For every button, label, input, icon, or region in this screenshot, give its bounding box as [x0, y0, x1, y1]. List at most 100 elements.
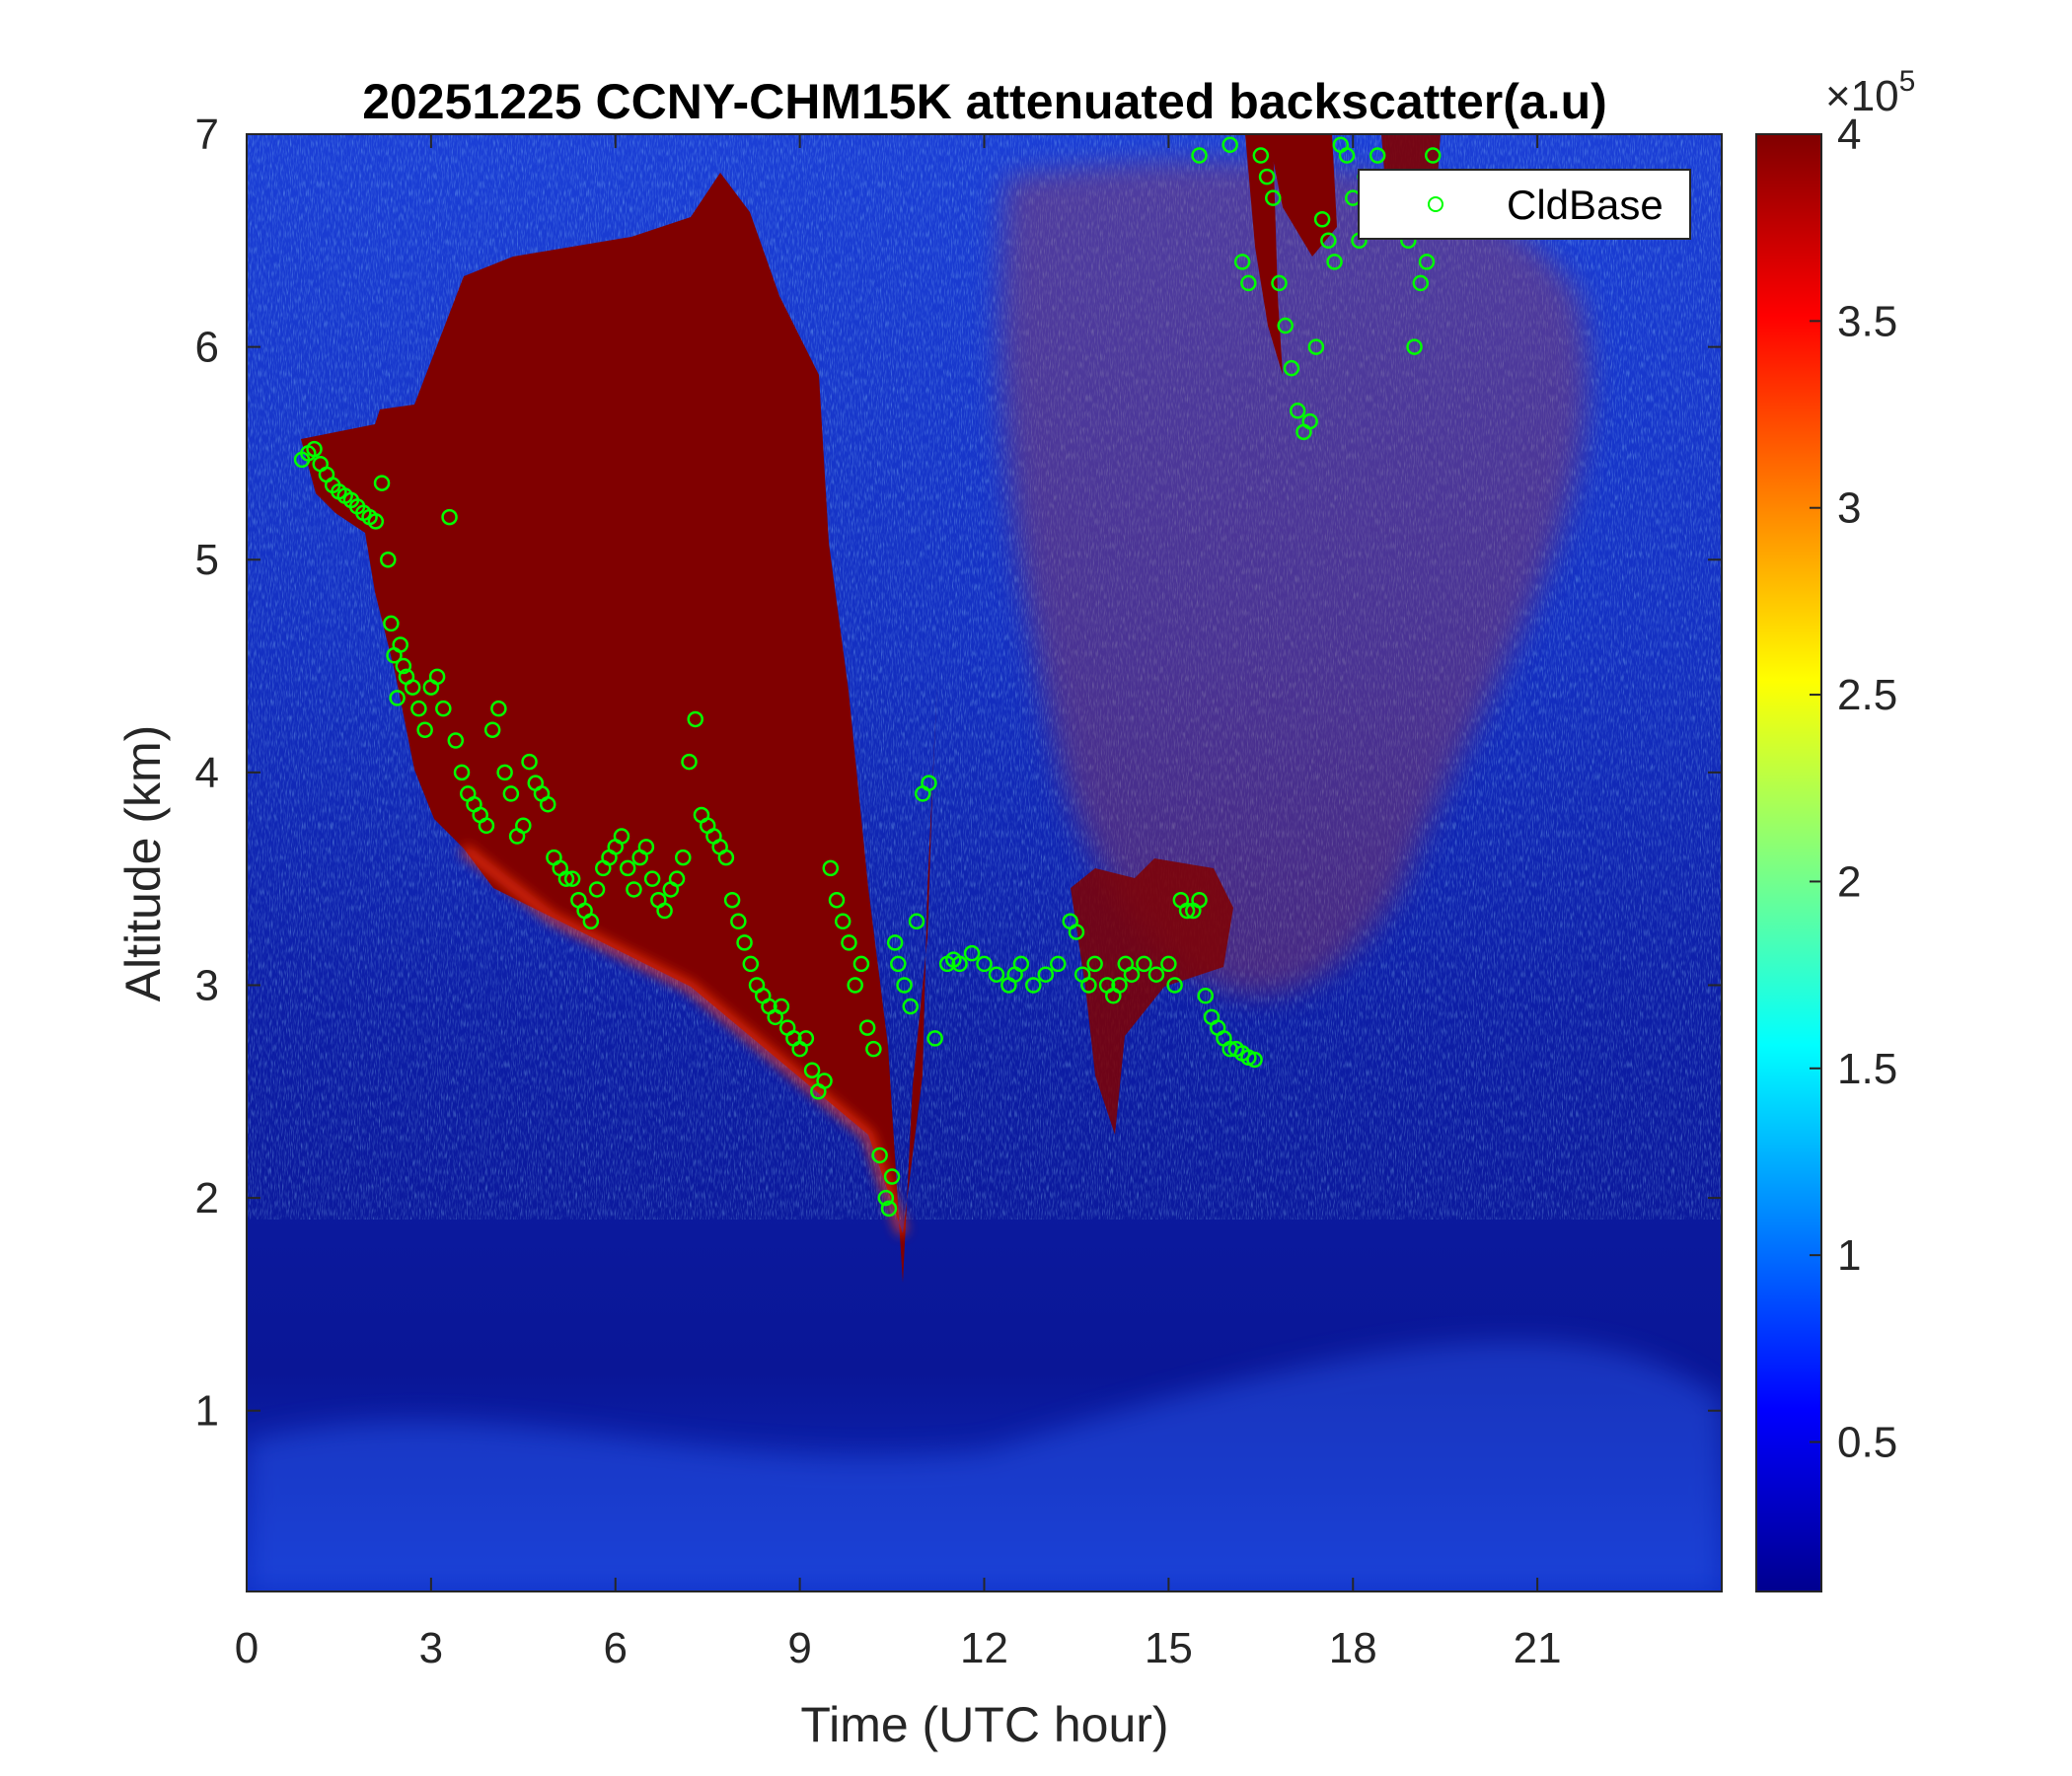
- cldbase-point: [1233, 254, 1251, 270]
- cldbase-point: [637, 839, 655, 855]
- cldbase-point: [1326, 254, 1343, 270]
- colorbar-gradient: [1756, 134, 1821, 1591]
- cldbase-point: [619, 859, 636, 877]
- boundary-layer: [247, 1341, 1722, 1591]
- cldbase-point: [416, 721, 433, 738]
- cldbase-point: [1307, 338, 1325, 355]
- cldbase-point: [588, 881, 606, 898]
- cldbase-point: [502, 785, 520, 802]
- x-tick-label: 9: [787, 1624, 811, 1672]
- cldbase-point: [723, 891, 741, 909]
- cldbase-point: [395, 657, 412, 675]
- cldbase-point: [404, 679, 421, 696]
- cldbase-point: [478, 817, 495, 835]
- cldbase-point: [803, 1062, 821, 1078]
- cldbase-point: [1258, 168, 1276, 185]
- cldbase-point: [367, 513, 385, 530]
- colorbar-multiplier: ×105: [1825, 65, 1915, 120]
- cldbase-point: [1271, 274, 1288, 292]
- y-tick-label: 2: [195, 1174, 219, 1222]
- colorbar: 0.5 1 1.5 2 2.5 3 3.5 4 ×105: [1755, 65, 1915, 1592]
- colorbar-tick-label: 2.5: [1837, 671, 1897, 719]
- cldbase-point: [380, 551, 397, 568]
- cldbase-point: [1301, 412, 1318, 430]
- cldbase-point: [613, 828, 630, 845]
- cldbase-point: [435, 700, 452, 717]
- cldbase-point: [736, 934, 753, 951]
- cldbase-point: [880, 1200, 898, 1218]
- cldbase-point: [1320, 232, 1337, 250]
- cldbase-point: [392, 636, 408, 653]
- cldbase-point: [1012, 955, 1030, 973]
- cldbase-point: [822, 859, 840, 877]
- cldbase-point: [883, 1168, 901, 1185]
- cldbase-point: [1418, 254, 1436, 270]
- cldbase-point: [1338, 147, 1356, 164]
- cldbase-point: [1369, 147, 1386, 164]
- x-tick-label: 6: [604, 1624, 628, 1672]
- cldbase-point: [563, 870, 581, 887]
- cldbase-point: [483, 721, 501, 738]
- cldbase-point: [865, 1040, 882, 1058]
- cldbase-point: [557, 870, 575, 887]
- cldbase-point: [582, 913, 600, 930]
- cldbase-point: [515, 817, 532, 835]
- cldbase-point: [1160, 955, 1177, 973]
- y-tick-label: 6: [195, 324, 219, 372]
- cldbase-point: [1424, 147, 1442, 164]
- cldbase-point: [1178, 902, 1196, 920]
- cldbase-point: [441, 508, 458, 526]
- cldbase-point: [1136, 955, 1152, 973]
- cldbase-point: [373, 475, 391, 491]
- x-axis-label: Time (UTC hour): [800, 1697, 1168, 1752]
- cldbase-point: [1191, 147, 1208, 164]
- cldbase-point: [1080, 977, 1097, 994]
- cldbase-point: [877, 1189, 895, 1207]
- y-tick-label: 1: [195, 1387, 219, 1436]
- cldbase-point: [896, 977, 913, 994]
- cldbase-point: [1221, 136, 1238, 154]
- x-tick-label: 3: [419, 1624, 443, 1672]
- cldbase-point: [951, 955, 968, 973]
- cldbase-point: [742, 955, 760, 973]
- cldbase-point: [1265, 189, 1282, 206]
- x-axis: 0 3 6 9 12 15 18 21: [235, 134, 1562, 1672]
- cldbase-point: [1406, 338, 1423, 355]
- cldbase-point: [1313, 210, 1331, 228]
- cldbase-point: [921, 775, 937, 791]
- colorbar-tick-label: 2: [1837, 857, 1861, 906]
- colorbar-tick-label: 1: [1837, 1231, 1861, 1280]
- cldbase-point: [834, 913, 851, 930]
- cldbase-point: [816, 1073, 833, 1089]
- chart-title: 20251225 CCNY-CHM15K attenuated backscat…: [362, 74, 1607, 129]
- y-tick-label: 7: [195, 111, 219, 159]
- colorbar-tick-label: 0.5: [1837, 1419, 1897, 1467]
- cldbase-series: [293, 136, 1442, 1218]
- x-tick-label: 18: [1329, 1624, 1377, 1672]
- thick-cloud: [301, 173, 937, 1283]
- legend: CldBase: [1358, 169, 1691, 240]
- mid-cloud: [1071, 858, 1233, 1135]
- cldbase-point: [976, 955, 993, 973]
- cldbase-point: [389, 690, 406, 706]
- cldbase-point: [963, 944, 981, 962]
- cldbase-point: [668, 870, 686, 887]
- cldbase-point: [1111, 977, 1128, 994]
- cldbase-point: [681, 753, 698, 771]
- cldbase-point: [988, 966, 1005, 983]
- legend-box: [1358, 169, 1691, 240]
- cldbase-point: [383, 615, 400, 632]
- cldbase-point: [496, 764, 513, 781]
- cldbase-point: [1289, 403, 1306, 419]
- x-tick-label: 15: [1145, 1624, 1193, 1672]
- cldbase-point: [858, 1019, 876, 1036]
- cldbase-point: [886, 934, 904, 951]
- cldbase-point: [1412, 274, 1430, 292]
- cldbase-point: [852, 955, 870, 973]
- cldbase-point: [539, 795, 556, 813]
- high-cloud-a: [1245, 134, 1283, 375]
- y-tick-label: 3: [195, 961, 219, 1009]
- cldbase-point: [521, 753, 538, 771]
- cldbase-point: [1252, 147, 1270, 164]
- x-tick-label: 12: [960, 1624, 1008, 1672]
